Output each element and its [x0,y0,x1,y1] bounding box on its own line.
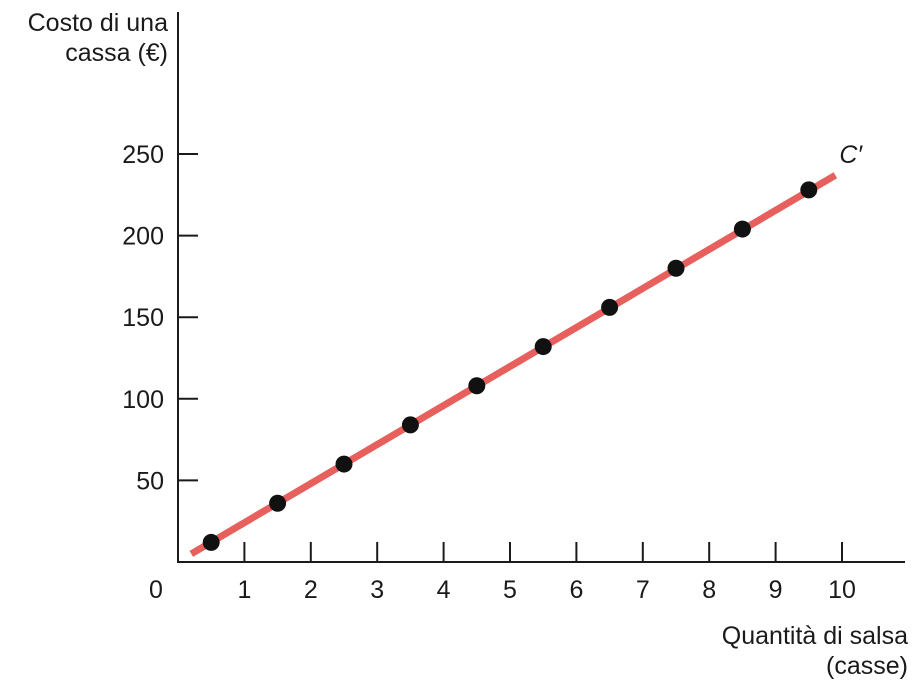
y-tick-label-200: 200 [122,223,164,251]
y-axis-label: Costo di una cassa (€) [10,8,168,68]
y-axis-label-line-2: cassa (€) [65,39,168,67]
x-axis-label: Quantità di salsa (casse) [648,621,908,681]
cost-line [189,172,838,557]
data-point [401,416,419,434]
x-tick-label-8: 8 [702,576,716,604]
tick-labels: 0 1 2 3 4 5 6 7 8 9 10 50 100 150 200 250 C′ [122,141,863,604]
y-tick-label-150: 150 [122,304,164,332]
data-points [202,181,818,551]
data-point [800,181,818,199]
y-tick-label-100: 100 [122,386,164,414]
line-label: C′ [839,141,863,169]
data-point [202,533,220,551]
x-tick-label-1: 1 [237,576,251,604]
y-tick-label-50: 50 [136,467,164,495]
x-tick-label-5: 5 [503,576,517,604]
x-axis-label-line-2: (casse) [826,652,908,680]
x-tick-label-4: 4 [437,576,451,604]
data-point [468,377,486,395]
data-point [601,298,619,316]
x-tick-label-7: 7 [636,576,650,604]
y-axis-label-line-1: Costo di una [27,9,168,37]
x-tick-label-10: 10 [828,576,856,604]
data-point [269,494,287,512]
data-point [534,338,552,356]
y-tick-label-250: 250 [122,141,164,169]
x-tick-label-3: 3 [370,576,384,604]
x-axis-label-line-1: Quantità di salsa [721,622,908,650]
x-tick-label-6: 6 [569,576,583,604]
data-point [335,455,353,473]
x-tick-label-2: 2 [304,576,318,604]
x-tick-label-0: 0 [149,576,163,604]
axes [177,12,905,563]
x-tick-label-9: 9 [769,576,783,604]
cost-line-path [189,172,838,557]
ticks [178,153,843,562]
data-point [667,259,685,277]
data-point [733,220,751,238]
